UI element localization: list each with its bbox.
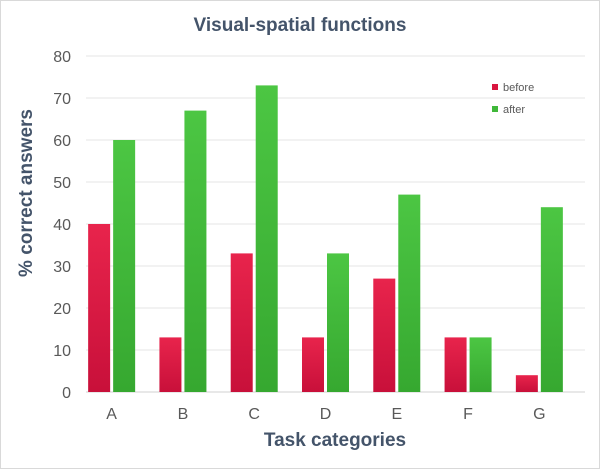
bar-before-C	[230, 253, 253, 392]
bar-after-G	[540, 207, 563, 392]
x-axis-ticks: A B C D E F G	[106, 406, 545, 423]
legend: before after	[492, 82, 534, 116]
y-tick-label: 40	[53, 217, 71, 234]
bar-after-C	[255, 85, 278, 393]
bar-before-B	[159, 337, 182, 392]
x-tick-label: E	[391, 406, 402, 423]
x-tick-label: C	[248, 406, 260, 423]
y-tick-label: 50	[53, 175, 71, 192]
legend-label-after: after	[503, 104, 525, 116]
x-tick-label: G	[533, 406, 545, 423]
x-tick-label: F	[463, 406, 473, 423]
bar-after-F	[469, 337, 492, 392]
y-axis-title: % correct answers	[16, 109, 37, 277]
y-tick-label: 30	[53, 259, 71, 276]
y-tick-label: 10	[53, 343, 71, 360]
legend-label-before: before	[503, 82, 534, 94]
x-tick-label: D	[320, 406, 332, 423]
y-tick-label: 0	[62, 385, 71, 402]
y-tick-label: 60	[53, 133, 71, 150]
bar-before-D	[302, 337, 324, 392]
y-tick-label: 20	[53, 301, 71, 318]
chart-title: Visual-spatial functions	[194, 15, 407, 36]
bar-after-E	[398, 194, 421, 392]
bar-before-F	[444, 337, 467, 392]
bar-before-G	[515, 375, 538, 392]
y-axis-ticks: 0 10 20 30 40 50 60 70 80	[53, 49, 71, 402]
legend-swatch-after	[492, 106, 498, 112]
bar-before-E	[373, 278, 396, 392]
x-tick-label: B	[178, 406, 189, 423]
x-axis-title: Task categories	[264, 430, 406, 451]
bar-before-A	[88, 224, 111, 392]
bar-after-A	[113, 140, 136, 392]
y-tick-label: 70	[53, 91, 71, 108]
y-tick-label: 80	[53, 49, 71, 66]
bars	[88, 85, 563, 393]
legend-swatch-before	[492, 84, 498, 90]
x-tick-label: A	[106, 406, 117, 423]
bar-after-D	[327, 253, 349, 392]
bar-after-B	[184, 110, 207, 392]
